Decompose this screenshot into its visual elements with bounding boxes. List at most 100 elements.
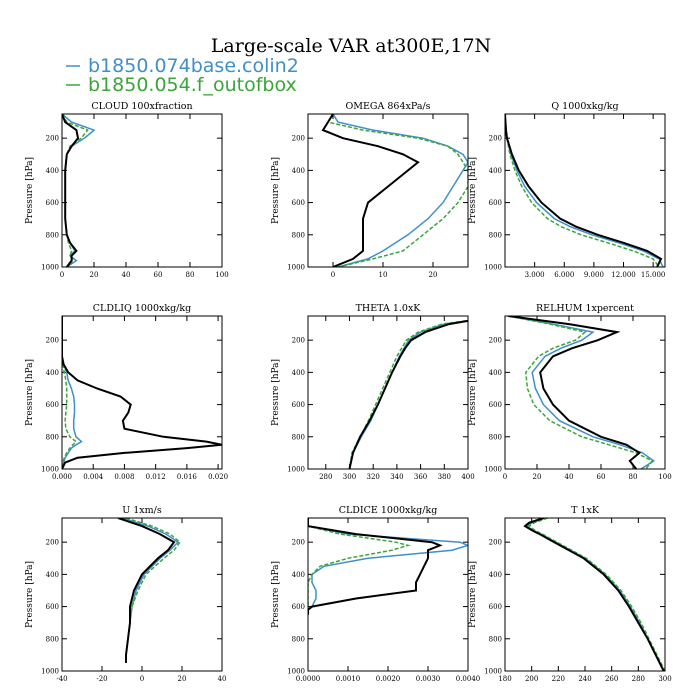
panel-3: Q 1000xkg/kg Pressure [hPa] 200 400 600 800 10… [468, 101, 666, 279]
x-tick-label: 320 [366, 473, 379, 481]
x-tick-label: 10 [379, 271, 388, 279]
y-tick-label: 1000 [287, 668, 305, 676]
y-tick-label: 200 [292, 539, 305, 547]
series-line-2 [527, 518, 665, 671]
series-line-2 [508, 316, 654, 469]
x-tick-label: 40 [218, 675, 227, 683]
y-tick-label: 1000 [484, 264, 502, 272]
y-axis-label: Pressure [hPa] [25, 561, 35, 628]
series-line-3 [321, 114, 420, 267]
x-tick-label: 60 [597, 473, 606, 481]
x-tick-label: 80 [629, 473, 638, 481]
x-tick-label: 9.000 [584, 271, 604, 279]
panel-title: OMEGA 864xPa/s [345, 101, 430, 112]
x-tick-label: 0.0040 [456, 675, 481, 683]
series-line-3 [508, 316, 642, 469]
series-line-1 [524, 518, 665, 671]
y-tick-label: 400 [489, 571, 502, 579]
x-tick-label: 100 [215, 271, 228, 279]
series-line-2 [62, 316, 78, 469]
x-tick-label: 360 [414, 473, 427, 481]
y-tick-label: 800 [46, 433, 59, 441]
y-tick-label: 600 [46, 199, 59, 207]
x-tick-label: 3.000 [525, 271, 545, 279]
y-tick-label: 200 [489, 337, 502, 345]
x-tick-label: 0.0000 [296, 675, 321, 683]
y-tick-label: 800 [489, 433, 502, 441]
x-tick-label: 0.008 [114, 473, 134, 481]
series-line-2 [326, 114, 468, 267]
plot-frame [504, 315, 666, 470]
y-tick-label: 1000 [41, 668, 59, 676]
x-tick-label: -20 [96, 675, 107, 683]
y-tick-label: 600 [46, 603, 59, 611]
legend-label-series-2: b1850.054.f_outofbox [88, 74, 297, 96]
y-axis-label: Pressure [hPa] [25, 157, 35, 224]
panel-title: T 1xK [571, 505, 600, 516]
plot-frame [504, 517, 666, 672]
x-tick-label: 0.004 [83, 473, 104, 481]
series-line-3 [62, 114, 80, 267]
x-tick-label: 240 [578, 675, 591, 683]
y-axis-label: Pressure [hPa] [468, 561, 478, 628]
plot-frame [61, 517, 223, 672]
panel-title: CLOUD 100xfraction [91, 101, 192, 112]
x-tick-label: 0.020 [208, 473, 228, 481]
y-tick-label: 800 [46, 231, 59, 239]
y-tick-label: 400 [292, 369, 305, 377]
panel-4: CLDLIQ 1000xkg/kg Pressure [hPa] 200 400 600… [25, 303, 228, 481]
x-tick-label: 0.0030 [416, 675, 441, 683]
x-tick-label: 20 [533, 473, 542, 481]
series-line-3 [308, 518, 443, 615]
panel-title: THETA 1.0xK [356, 303, 422, 314]
y-tick-label: 600 [46, 401, 59, 409]
plot-frame [307, 517, 469, 672]
x-tick-label: 0.000 [52, 473, 72, 481]
x-tick-label: 0 [60, 271, 64, 279]
x-tick-label: 380 [438, 473, 451, 481]
series-line-2 [308, 518, 411, 615]
y-tick-label: 1000 [484, 668, 502, 676]
series-line-1 [505, 114, 664, 267]
x-tick-label: 100 [658, 473, 671, 481]
series-line-1 [508, 316, 656, 469]
y-tick-label: 600 [489, 603, 502, 611]
y-tick-label: 800 [489, 635, 502, 643]
x-tick-label: 60 [154, 271, 163, 279]
x-tick-label: 260 [605, 675, 618, 683]
y-axis-label: Pressure [hPa] [271, 157, 281, 224]
y-tick-label: 400 [46, 571, 59, 579]
y-tick-label: 200 [46, 539, 59, 547]
x-tick-label: -40 [56, 675, 67, 683]
figure-title: Large-scale VAR at300E,17N [211, 35, 491, 57]
panel-1: CLOUD 100xfraction Pressure [hPa] 20 0 400 60… [25, 101, 229, 279]
y-tick-label: 400 [46, 167, 59, 175]
x-tick-label: 40 [122, 271, 131, 279]
y-tick-label: 1000 [41, 264, 59, 272]
x-tick-label: 40 [565, 473, 574, 481]
y-axis-label: Pressure [hPa] [468, 359, 478, 426]
y-tick-label: 200 [292, 135, 305, 143]
y-tick-label: 400 [489, 167, 502, 175]
panel-5: THETA 1.0xK Pressure [hPa] 200 400 600 800 100… [271, 303, 475, 481]
x-tick-label: 20 [90, 271, 99, 279]
panel-title: Q 1000xkg/kg [551, 101, 618, 112]
x-tick-label: 340 [390, 473, 403, 481]
plot-frame [504, 113, 666, 268]
x-tick-label: 0.012 [146, 473, 166, 481]
panel-title: CLDLIQ 1000xkg/kg [93, 303, 191, 314]
y-tick-label: 400 [489, 369, 502, 377]
series-line-1 [62, 316, 83, 469]
y-tick-label: 1000 [287, 466, 305, 474]
x-tick-label: 0.0010 [336, 675, 361, 683]
y-tick-label: 800 [46, 635, 59, 643]
y-tick-label: 400 [292, 571, 305, 579]
y-tick-label: 200 [46, 337, 59, 345]
y-tick-label: 600 [292, 401, 305, 409]
x-tick-label: 300 [343, 473, 356, 481]
